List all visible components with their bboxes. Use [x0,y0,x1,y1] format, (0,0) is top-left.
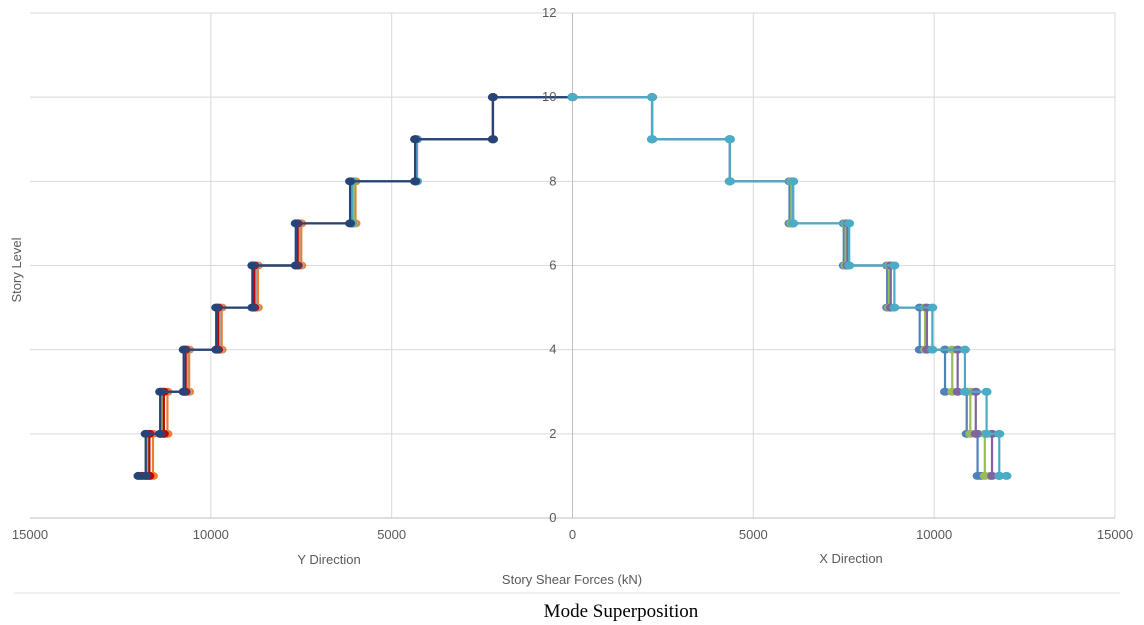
data-point [247,303,258,312]
data-point [959,345,970,354]
y-direction-label: Y Direction [297,552,360,567]
x-tick-label: 0 [569,527,576,542]
x-tick-label: 5000 [739,527,768,542]
data-point [927,345,938,354]
series-2 [137,93,578,480]
x-axis-title: Story Shear Forces (kN) [502,572,642,587]
x-tick-label: 15000 [12,527,48,542]
x-tick-label: 10000 [193,527,229,542]
series-line [572,96,982,478]
data-point [178,345,189,354]
series-7 [567,93,987,480]
data-point [133,471,144,480]
data-point [1001,471,1012,480]
data-point [994,471,1005,480]
x-tick-label: 5000 [377,527,406,542]
y-tick-label: 4 [549,342,556,357]
data-point [647,135,658,144]
data-point [140,471,151,480]
data-point [567,93,578,102]
series-layer [133,93,1012,480]
data-point [290,219,301,228]
data-point [940,387,951,396]
data-point [889,261,900,270]
data-point [247,261,258,270]
data-point [410,177,421,186]
series-6 [133,93,578,480]
x-tick-label: 10000 [916,527,952,542]
series-line [145,96,573,478]
data-point [970,429,981,438]
data-point [647,93,658,102]
y-axis-title: Story Level [9,237,24,302]
series-10 [567,93,1012,480]
data-point [140,429,151,438]
y-tick-label: 8 [549,173,556,188]
data-point [889,303,900,312]
data-point [959,387,970,396]
data-point [410,135,421,144]
series-line [142,96,573,478]
series-line [138,96,573,478]
series-3 [135,93,578,480]
data-point [788,177,799,186]
data-point [952,387,963,396]
series-5 [133,93,578,480]
data-point [211,303,222,312]
y-tick-label: 2 [549,426,556,441]
data-point [844,219,855,228]
data-point [724,135,735,144]
data-point [788,219,799,228]
data-point [155,387,166,396]
data-point [981,429,992,438]
x-tick-label: 15000 [1097,527,1133,542]
series-9 [567,93,1005,480]
y-tick-label: 12 [542,5,556,20]
series-1 [140,93,578,480]
grid-lines [30,12,1116,519]
data-point [724,177,735,186]
data-point [987,471,998,480]
series-8 [567,93,996,480]
series-line [572,96,1000,478]
series-4 [137,93,578,480]
y-tick-label: 0 [549,510,556,525]
chart-caption: Mode Superposition [544,601,699,622]
data-point [345,219,356,228]
data-point [981,387,992,396]
data-point [178,387,189,396]
data-point [844,261,855,270]
series-line [140,96,573,478]
data-point [155,429,166,438]
data-point [290,261,301,270]
series-line [572,96,991,478]
data-point [927,303,938,312]
series-line [142,96,573,478]
data-point [487,135,498,144]
data-point [994,429,1005,438]
series-line [138,96,573,478]
data-point [211,345,222,354]
tick-labels: 15000 10000 5000 0 5000 10000 15000 0 2 4 6 8 10 12 [12,5,1133,542]
data-point [487,93,498,102]
y-tick-label: 10 [542,89,556,104]
y-tick-label: 6 [549,258,556,273]
data-point [345,177,356,186]
x-direction-label: X Direction [819,551,883,566]
series-line [572,96,1007,478]
